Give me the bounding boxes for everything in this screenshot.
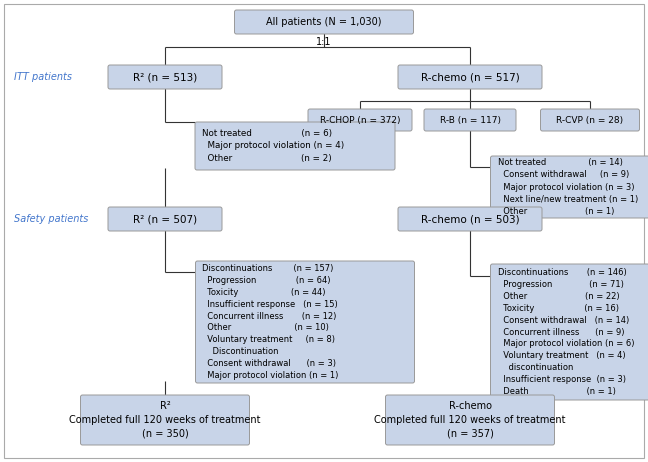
FancyBboxPatch shape: [398, 207, 542, 231]
Text: Safety patients: Safety patients: [14, 214, 88, 224]
FancyBboxPatch shape: [540, 109, 640, 131]
Text: R²
Completed full 120 weeks of treatment
(n = 350): R² Completed full 120 weeks of treatment…: [69, 401, 260, 438]
Text: Not treated                  (n = 6)
  Major protocol violation (n = 4)
  Other : Not treated (n = 6) Major protocol viola…: [202, 129, 344, 163]
Text: R-chemo
Completed full 120 weeks of treatment
(n = 357): R-chemo Completed full 120 weeks of trea…: [375, 401, 566, 438]
Text: Discontinuations       (n = 146)
  Progression              (n = 71)
  Other    : Discontinuations (n = 146) Progression (…: [498, 268, 634, 396]
Text: R-B (n = 117): R-B (n = 117): [439, 116, 500, 124]
FancyBboxPatch shape: [235, 10, 413, 34]
Text: Discontinuations        (n = 157)
  Progression               (n = 64)
  Toxicit: Discontinuations (n = 157) Progression (…: [202, 264, 339, 380]
FancyBboxPatch shape: [398, 65, 542, 89]
Text: R-chemo (n = 503): R-chemo (n = 503): [421, 214, 519, 224]
Text: R² (n = 507): R² (n = 507): [133, 214, 197, 224]
FancyBboxPatch shape: [491, 264, 648, 400]
FancyBboxPatch shape: [386, 395, 555, 445]
FancyBboxPatch shape: [108, 207, 222, 231]
Text: R-CHOP (n = 372): R-CHOP (n = 372): [319, 116, 400, 124]
Text: 1:1: 1:1: [316, 37, 332, 47]
Text: R-chemo (n = 517): R-chemo (n = 517): [421, 72, 520, 82]
FancyBboxPatch shape: [491, 156, 648, 218]
FancyBboxPatch shape: [80, 395, 249, 445]
Text: All patients (N = 1,030): All patients (N = 1,030): [266, 17, 382, 27]
FancyBboxPatch shape: [424, 109, 516, 131]
Text: Not treated                (n = 14)
  Consent withdrawal     (n = 9)
  Major pro: Not treated (n = 14) Consent withdrawal …: [498, 158, 638, 216]
FancyBboxPatch shape: [196, 261, 415, 383]
FancyBboxPatch shape: [308, 109, 412, 131]
FancyBboxPatch shape: [108, 65, 222, 89]
Text: R² (n = 513): R² (n = 513): [133, 72, 197, 82]
Text: R-CVP (n = 28): R-CVP (n = 28): [557, 116, 623, 124]
Text: ITT patients: ITT patients: [14, 72, 72, 82]
FancyBboxPatch shape: [195, 122, 395, 170]
